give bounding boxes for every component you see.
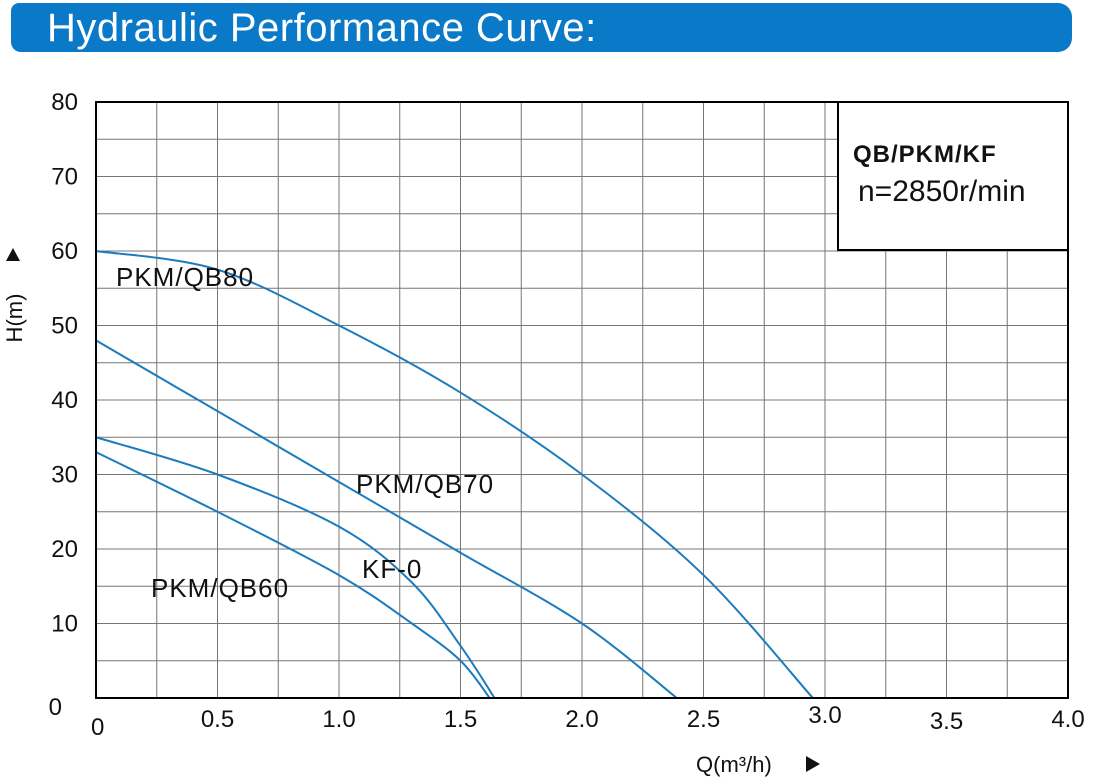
curve-pkm-qb70 bbox=[95, 339, 678, 699]
x-axis-arrow-icon bbox=[806, 756, 820, 772]
y-tick-label: 70 bbox=[51, 164, 78, 191]
curve-label-kf0: KF-0 bbox=[362, 554, 422, 584]
x-tick-label: 2.0 bbox=[565, 706, 598, 733]
plot-frame bbox=[95, 101, 1069, 699]
curve-label-qb70: PKM/QB70 bbox=[356, 469, 494, 499]
info-box-models: QB/PKM/KF bbox=[853, 141, 997, 168]
x-tick-label: 0.5 bbox=[201, 706, 234, 733]
info-box bbox=[837, 101, 1069, 251]
y-tick-label: 0 bbox=[49, 694, 62, 721]
curves bbox=[95, 250, 814, 699]
y-tick-label: 50 bbox=[51, 313, 78, 340]
x-tick-label: 1.0 bbox=[322, 706, 355, 733]
curve-pkm-qb80 bbox=[95, 250, 814, 699]
y-axis-arrow-icon bbox=[6, 248, 20, 261]
y-tick-label: 20 bbox=[51, 536, 78, 563]
info-box-speed: n=2850r/min bbox=[858, 175, 1026, 208]
y-tick-label: 60 bbox=[51, 238, 78, 265]
y-axis-label: H(m) bbox=[2, 294, 27, 343]
chart-title: Hydraulic Performance Curve: bbox=[47, 6, 597, 50]
curve-pkm-qb60 bbox=[95, 451, 491, 699]
y-tick-label: 80 bbox=[51, 89, 78, 116]
y-tick-label: 40 bbox=[51, 387, 78, 414]
x-tick-label: 0 bbox=[91, 714, 104, 741]
curve-label-qb60: PKM/QB60 bbox=[151, 573, 289, 603]
x-tick-label: 4.0 bbox=[1051, 706, 1084, 733]
x-tick-label: 3.0 bbox=[808, 702, 841, 729]
y-tick-label: 30 bbox=[51, 462, 78, 489]
x-axis-label: Q(m³/h) bbox=[696, 752, 772, 777]
curve-kf-0 bbox=[95, 436, 496, 699]
curve-label-qb80: PKM/QB80 bbox=[116, 262, 254, 292]
plot-border bbox=[95, 101, 1069, 699]
x-tick-label: 3.5 bbox=[930, 708, 963, 735]
x-tick-label: 2.5 bbox=[687, 706, 720, 733]
y-tick-label: 10 bbox=[51, 611, 78, 638]
tick-labels: 0 0.5 1.0 1.5 2.0 2.5 3.0 3.5 4.0 0 10 20 30 40 50 60 70… bbox=[49, 89, 1085, 741]
x-tick-label: 1.5 bbox=[444, 706, 477, 733]
header-bar: Hydraulic Performance Curve: bbox=[11, 3, 1072, 52]
